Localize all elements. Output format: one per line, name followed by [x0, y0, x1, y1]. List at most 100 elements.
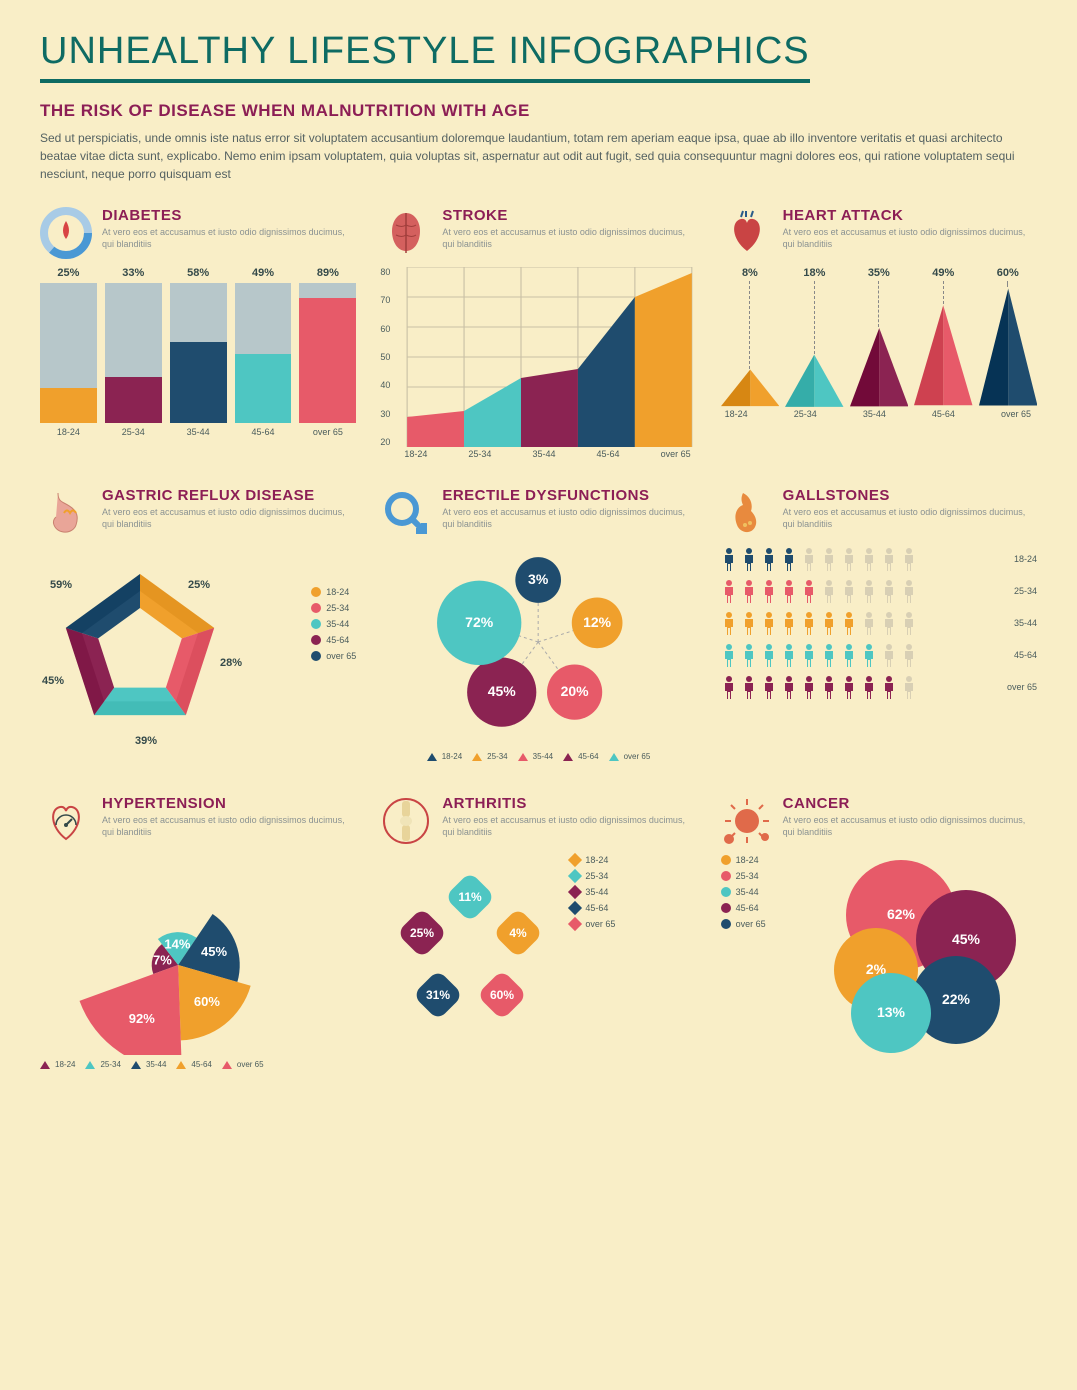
bar-value-label: 49%	[252, 267, 274, 279]
arthritis-desc: At vero eos et accusamus et iusto odio d…	[442, 815, 696, 838]
gastric-desc: At vero eos et accusamus et iusto odio d…	[102, 507, 356, 530]
pentagon-value-label: 59%	[50, 579, 72, 591]
bar-age-label: 18-24	[57, 427, 80, 437]
bar-value-label: 89%	[317, 267, 339, 279]
legend-marker	[222, 1061, 232, 1069]
legend-item: 35-44	[311, 619, 356, 629]
svg-text:45%: 45%	[488, 683, 517, 699]
legend-marker	[568, 901, 582, 915]
svg-text:12%: 12%	[583, 614, 612, 630]
person-icon	[781, 579, 797, 603]
cancer-circles: 18-2425-3435-4445-64over 65 62%45%2%22%1…	[721, 855, 1037, 1075]
pyramid-dash-line	[878, 281, 879, 327]
stomach-icon	[40, 487, 92, 539]
legend-label: 45-64	[326, 635, 349, 645]
gastric-panel: GASTRIC REFLUX DISEASE At vero eos et ac…	[40, 487, 356, 767]
legend-marker	[609, 753, 619, 761]
diabetes-panel: DIABETES At vero eos et accusamus et ius…	[40, 207, 356, 459]
person-icon	[801, 579, 817, 603]
legend-label: 18-24	[736, 855, 759, 865]
svg-text:4%: 4%	[510, 926, 528, 940]
person-icon	[801, 675, 817, 699]
person-icon	[721, 579, 737, 603]
legend-label: 45-64	[736, 903, 759, 913]
legend-marker	[721, 919, 731, 929]
legend-label: 25-34	[487, 752, 507, 761]
erectile-circles: 3%12%20%45%72% 18-2425-3435-4445-64over …	[380, 547, 696, 767]
person-icon	[761, 579, 777, 603]
cancer-panel: CANCER At vero eos et accusamus et iusto…	[721, 795, 1037, 1075]
legend-label: 18-24	[55, 1060, 75, 1069]
stroke-desc: At vero eos et accusamus et iusto odio d…	[442, 227, 696, 250]
diabetes-bar: 49% 45-64	[235, 267, 292, 437]
person-icon	[741, 643, 757, 667]
person-icon	[781, 643, 797, 667]
person-icon	[821, 611, 837, 635]
diabetes-bar: 58% 35-44	[170, 267, 227, 437]
legend-label: 45-64	[191, 1060, 211, 1069]
person-icon	[901, 547, 917, 571]
legend-item: 25-34	[472, 752, 507, 761]
svg-text:72%: 72%	[466, 614, 495, 630]
person-icon	[741, 579, 757, 603]
svg-text:31%: 31%	[426, 988, 450, 1002]
hypertension-legend: 18-2425-3435-4445-64over 65	[40, 1060, 356, 1069]
person-icon	[801, 611, 817, 635]
person-icon	[841, 643, 857, 667]
gallbladder-icon	[721, 487, 773, 539]
legend-marker	[176, 1061, 186, 1069]
legend-item: 35-44	[721, 887, 791, 897]
virus-icon	[721, 795, 773, 847]
person-icon	[721, 611, 737, 635]
bar-value-label: 58%	[187, 267, 209, 279]
bar-age-label: over 65	[313, 427, 343, 437]
pyramid-value-label: 18%	[803, 267, 825, 279]
pyramid-shape	[721, 369, 779, 407]
x-tick-label: 45-64	[932, 409, 955, 419]
heart-pyramid: 35%	[850, 267, 908, 407]
y-tick-label: 70	[380, 295, 390, 305]
diabetes-title: DIABETES	[102, 207, 356, 224]
stroke-panel: STROKE At vero eos et accusamus et iusto…	[380, 207, 696, 459]
legend-item: 45-64	[570, 903, 615, 913]
arthritis-title: ARTHRITIS	[442, 795, 696, 812]
person-icon	[801, 643, 817, 667]
hypertension-desc: At vero eos et accusamus et iusto odio d…	[102, 815, 356, 838]
arthritis-panel: ARTHRITIS At vero eos et accusamus et iu…	[380, 795, 696, 1075]
gastric-title: GASTRIC REFLUX DISEASE	[102, 487, 356, 504]
pyramid-value-label: 60%	[997, 267, 1019, 279]
legend-label: 25-34	[100, 1060, 120, 1069]
gastric-legend: 18-2425-3435-4445-64over 65	[311, 587, 356, 667]
legend-marker	[311, 587, 321, 597]
person-icon	[821, 643, 837, 667]
person-icon	[841, 579, 857, 603]
bar-age-label: 25-34	[122, 427, 145, 437]
blood-drop-icon	[40, 207, 92, 259]
gallstones-pictogram: 18-2425-3435-4445-64over 65	[721, 547, 1037, 699]
person-icon	[801, 547, 817, 571]
joint-icon	[380, 795, 432, 847]
heart-pyramid: 8%	[721, 267, 779, 407]
person-icon	[901, 611, 917, 635]
heart-desc: At vero eos et accusamus et iusto odio d…	[783, 227, 1037, 250]
legend-item: 25-34	[570, 871, 615, 881]
legend-label: 18-24	[326, 587, 349, 597]
person-icon	[741, 547, 757, 571]
legend-item: 25-34	[311, 603, 356, 613]
pyramid-shape	[850, 327, 908, 407]
person-icon	[721, 643, 737, 667]
arthritis-legend: 18-2425-3435-4445-64over 65	[570, 855, 615, 1075]
pyramid-dash-line	[943, 281, 944, 304]
legend-item: 45-64	[176, 1060, 211, 1069]
legend-item: 45-64	[563, 752, 598, 761]
gallstones-desc: At vero eos et accusamus et iusto odio d…	[783, 507, 1037, 530]
pictogram-age-label: 25-34	[1014, 586, 1037, 596]
x-tick-label: over 65	[1001, 409, 1031, 419]
legend-marker	[568, 917, 582, 931]
pyramid-shape	[785, 354, 843, 408]
person-icon	[881, 675, 897, 699]
legend-marker	[85, 1061, 95, 1069]
person-icon	[841, 675, 857, 699]
legend-marker	[563, 753, 573, 761]
legend-marker	[721, 855, 731, 865]
